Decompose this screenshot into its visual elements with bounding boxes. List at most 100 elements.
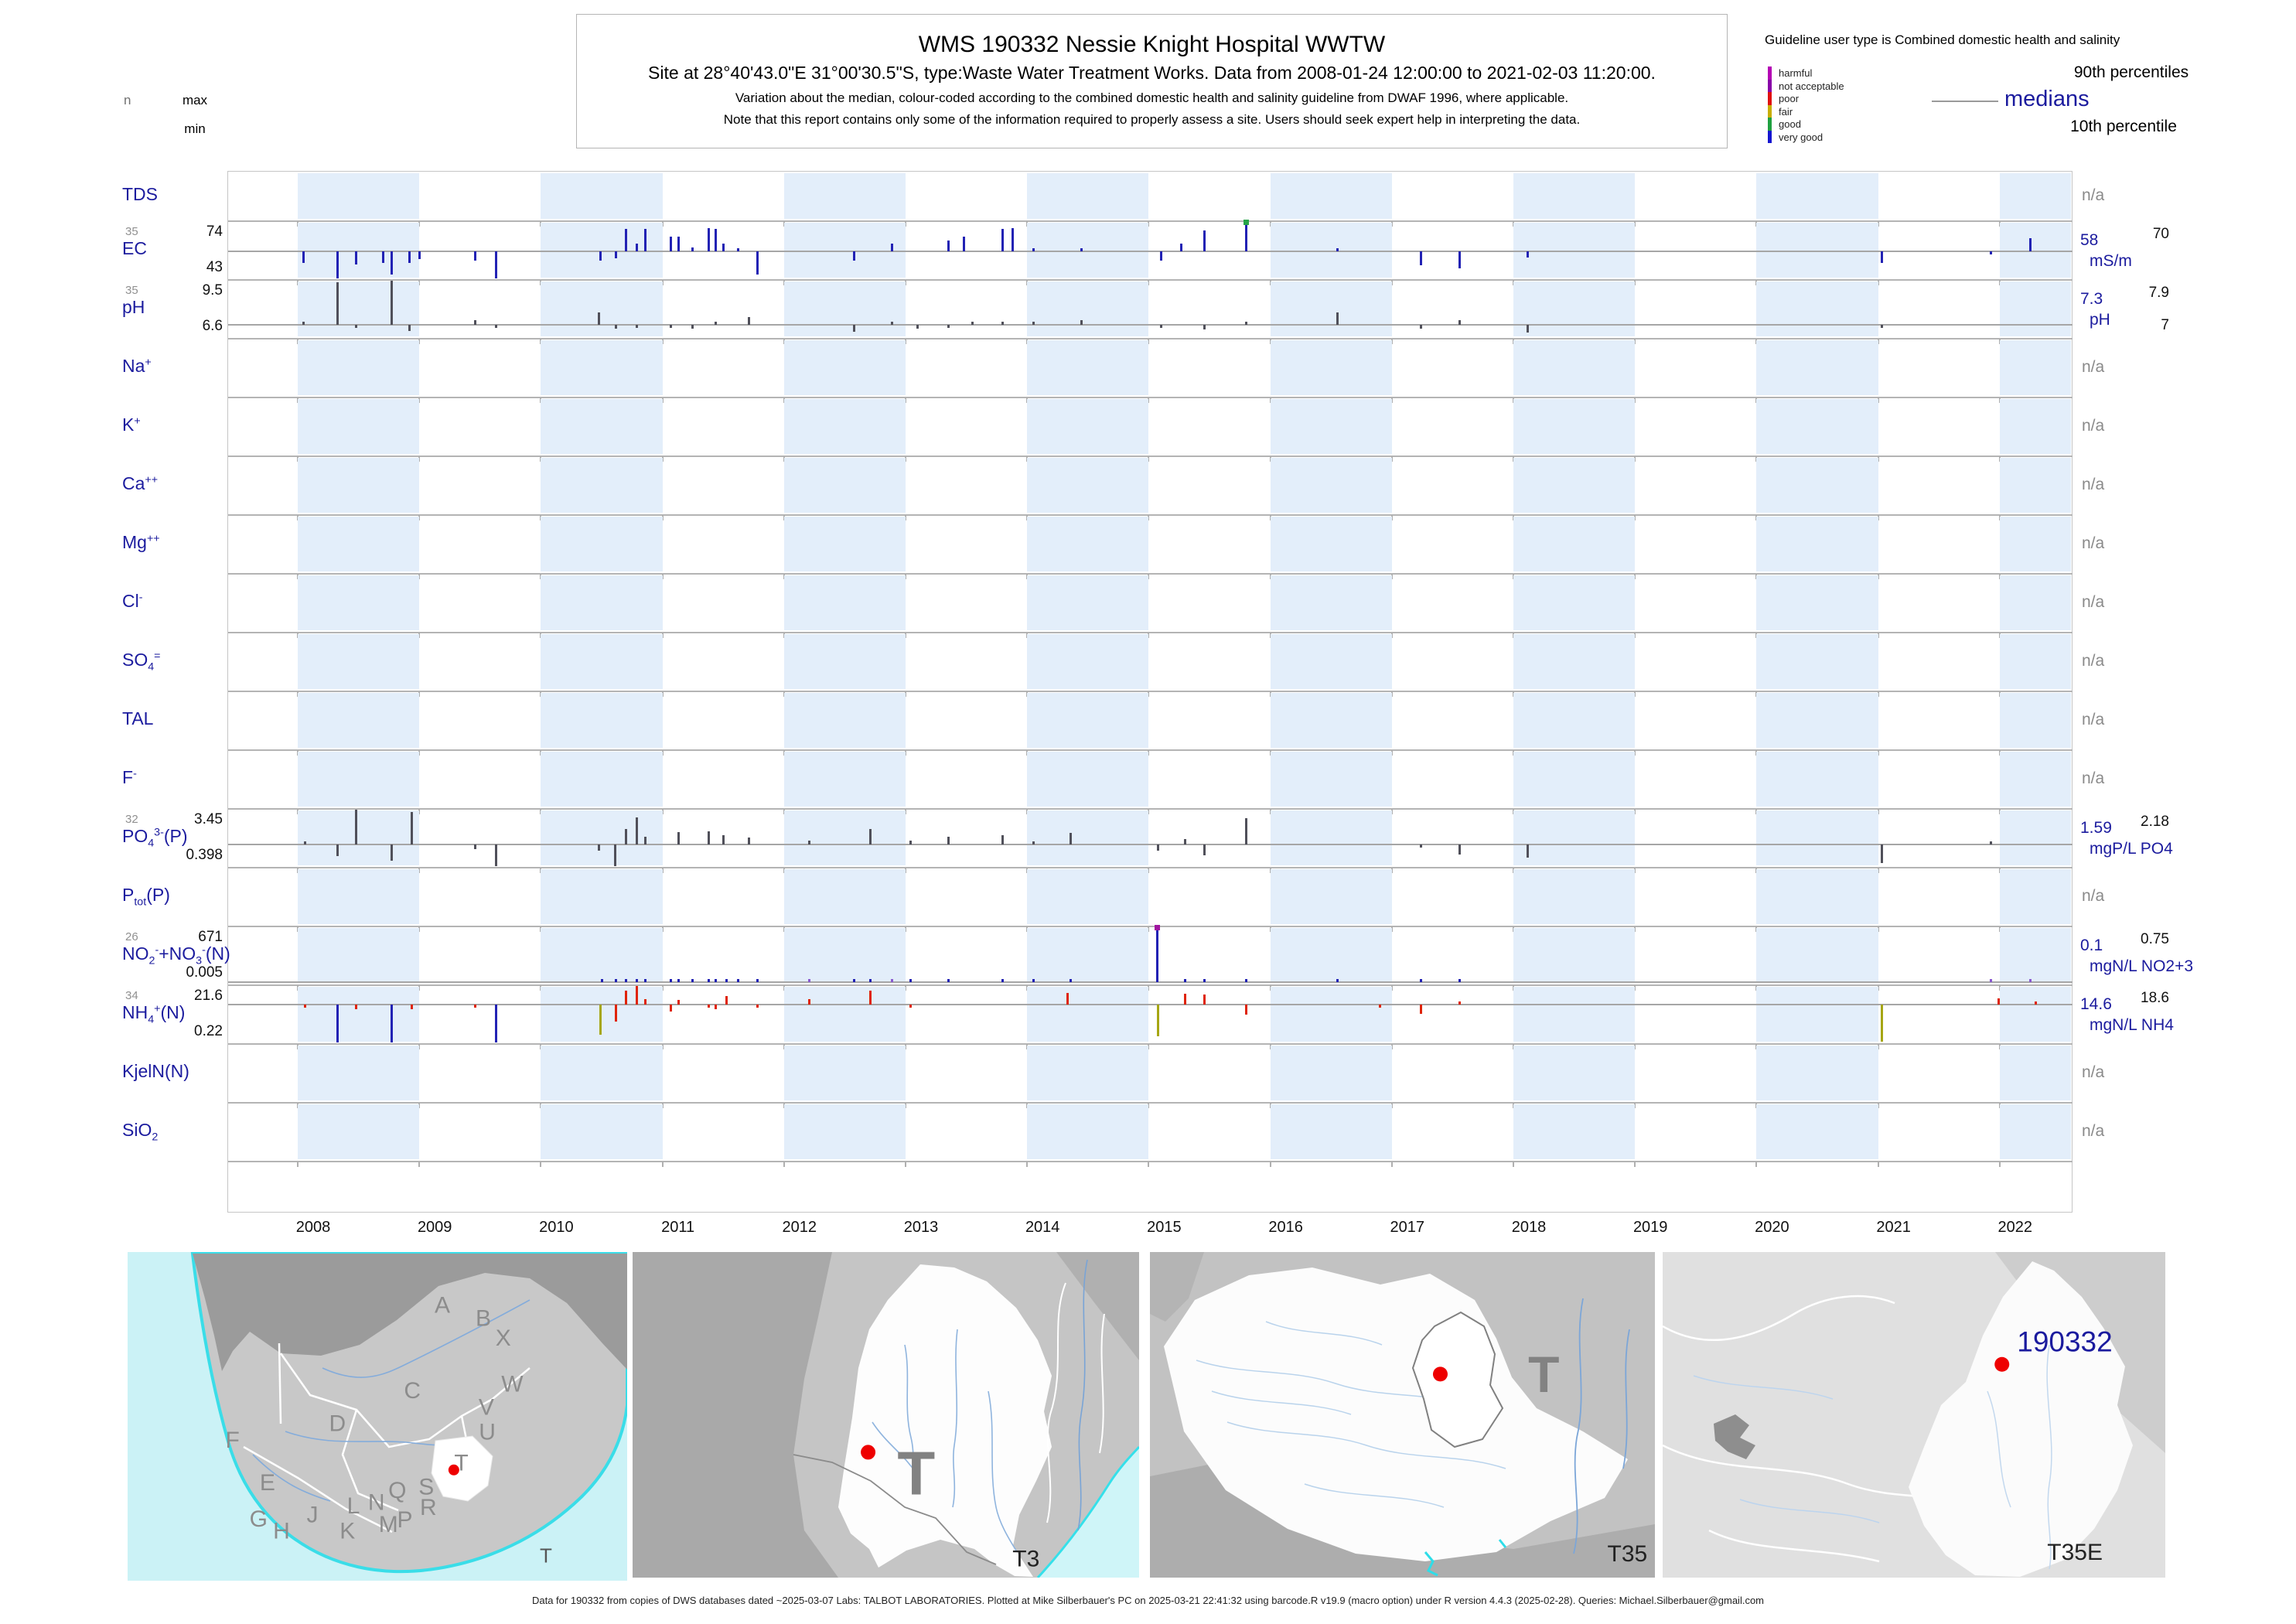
year-tick xyxy=(905,750,906,756)
year-tick xyxy=(661,1162,664,1167)
x-axis-year-label: 2011 xyxy=(661,1219,695,1236)
year-tick xyxy=(1390,1044,1393,1049)
data-spike xyxy=(1527,324,1530,333)
map-quaternary-catchment-T35E: 190332 T35E xyxy=(1663,1252,2165,1578)
data-spike xyxy=(868,979,872,982)
data-spike xyxy=(670,236,673,252)
data-spike xyxy=(691,247,694,252)
data-spike xyxy=(494,1004,497,1042)
data-spike xyxy=(677,979,680,982)
year-tick xyxy=(905,926,906,932)
data-spike xyxy=(636,244,639,252)
year-band xyxy=(1513,173,1636,219)
map-secondary-catchment-T35: T T35 xyxy=(1150,1252,1655,1578)
row-separator xyxy=(228,808,2073,810)
year-tick xyxy=(418,868,421,873)
year-tick xyxy=(1877,809,1879,814)
data-spike xyxy=(868,829,872,845)
year-tick xyxy=(661,750,664,756)
year-tick xyxy=(1634,985,1636,991)
year-tick xyxy=(1148,809,1150,814)
year-tick xyxy=(1634,809,1636,814)
year-tick xyxy=(1877,515,1879,520)
year-band xyxy=(783,634,906,689)
data-spike xyxy=(756,251,759,275)
data-spike xyxy=(418,251,421,260)
year-band xyxy=(541,173,663,219)
year-tick xyxy=(1634,397,1636,403)
row-separator xyxy=(228,279,2073,281)
legend-n-label: n xyxy=(124,93,131,107)
data-spike xyxy=(722,834,725,845)
x-axis-year-label: 2019 xyxy=(1632,1219,1668,1236)
map-text-label: T35 xyxy=(1608,1541,1648,1567)
map-text-label: P xyxy=(397,1507,413,1533)
year-band xyxy=(783,928,906,983)
data-spike xyxy=(615,979,618,982)
year-band xyxy=(541,693,663,748)
map-text-label: N xyxy=(368,1490,385,1516)
data-spike xyxy=(1990,841,1993,845)
data-spike xyxy=(636,986,639,1005)
year-tick xyxy=(1513,1162,1514,1167)
year-tick xyxy=(1634,221,1636,227)
year-tick xyxy=(1390,691,1393,697)
row-separator xyxy=(228,397,2073,398)
year-band xyxy=(541,987,663,1042)
data-spike xyxy=(354,251,357,265)
year-band xyxy=(1027,987,1149,1042)
year-band xyxy=(1270,752,1392,807)
max-value: 671 xyxy=(198,929,223,945)
map-text-label: T35E xyxy=(2047,1540,2103,1565)
year-band xyxy=(1756,634,1878,689)
unit-label: mS/m xyxy=(2090,252,2132,270)
data-spike xyxy=(1001,228,1005,252)
year-tick xyxy=(905,574,906,579)
year-tick xyxy=(1148,750,1150,756)
na-value: n/a xyxy=(2082,593,2105,611)
max-value: 9.5 xyxy=(202,282,223,299)
data-spike xyxy=(1155,927,1158,982)
year-band xyxy=(298,752,420,807)
year-band xyxy=(1756,223,1878,278)
year-band xyxy=(1513,517,1636,571)
year-tick xyxy=(1998,1162,2001,1167)
median-line xyxy=(228,323,2073,326)
year-band xyxy=(1027,458,1149,513)
year-band xyxy=(1999,752,2071,807)
year-band xyxy=(1513,223,1636,278)
guideline-class-swatch-poor xyxy=(1768,92,1772,105)
row-separator xyxy=(228,984,2073,986)
data-spike xyxy=(303,1004,306,1008)
map-text-label: D xyxy=(329,1411,346,1437)
year-tick xyxy=(661,397,664,403)
data-spike xyxy=(1458,844,1462,855)
year-band xyxy=(1513,575,1636,630)
data-spike xyxy=(1990,979,1993,982)
data-spike xyxy=(722,244,725,252)
guideline-class-label: very good xyxy=(1779,131,1823,143)
na-value: n/a xyxy=(2082,358,2105,376)
year-band xyxy=(1270,869,1392,924)
map-text-label: X xyxy=(496,1325,511,1351)
unit-label: pH xyxy=(2090,311,2110,329)
data-spike xyxy=(644,228,647,252)
year-band xyxy=(541,223,663,278)
p90-legend-label: 90th percentiles xyxy=(2073,63,2189,81)
data-spike xyxy=(474,844,476,850)
data-spike xyxy=(644,837,647,845)
year-tick xyxy=(1634,1044,1636,1049)
year-tick xyxy=(418,1103,421,1108)
data-spike xyxy=(615,251,618,258)
row-separator xyxy=(228,1161,2073,1162)
data-spike xyxy=(1184,994,1187,1005)
data-spike xyxy=(891,244,894,252)
data-spike xyxy=(1159,324,1162,328)
year-band xyxy=(1027,173,1149,219)
year-band xyxy=(1027,223,1149,278)
x-axis-year-label: 2012 xyxy=(782,1219,817,1236)
param-label-NO2NO3: NO2-+NO3-(N) xyxy=(122,943,230,967)
year-band xyxy=(1999,340,2071,395)
